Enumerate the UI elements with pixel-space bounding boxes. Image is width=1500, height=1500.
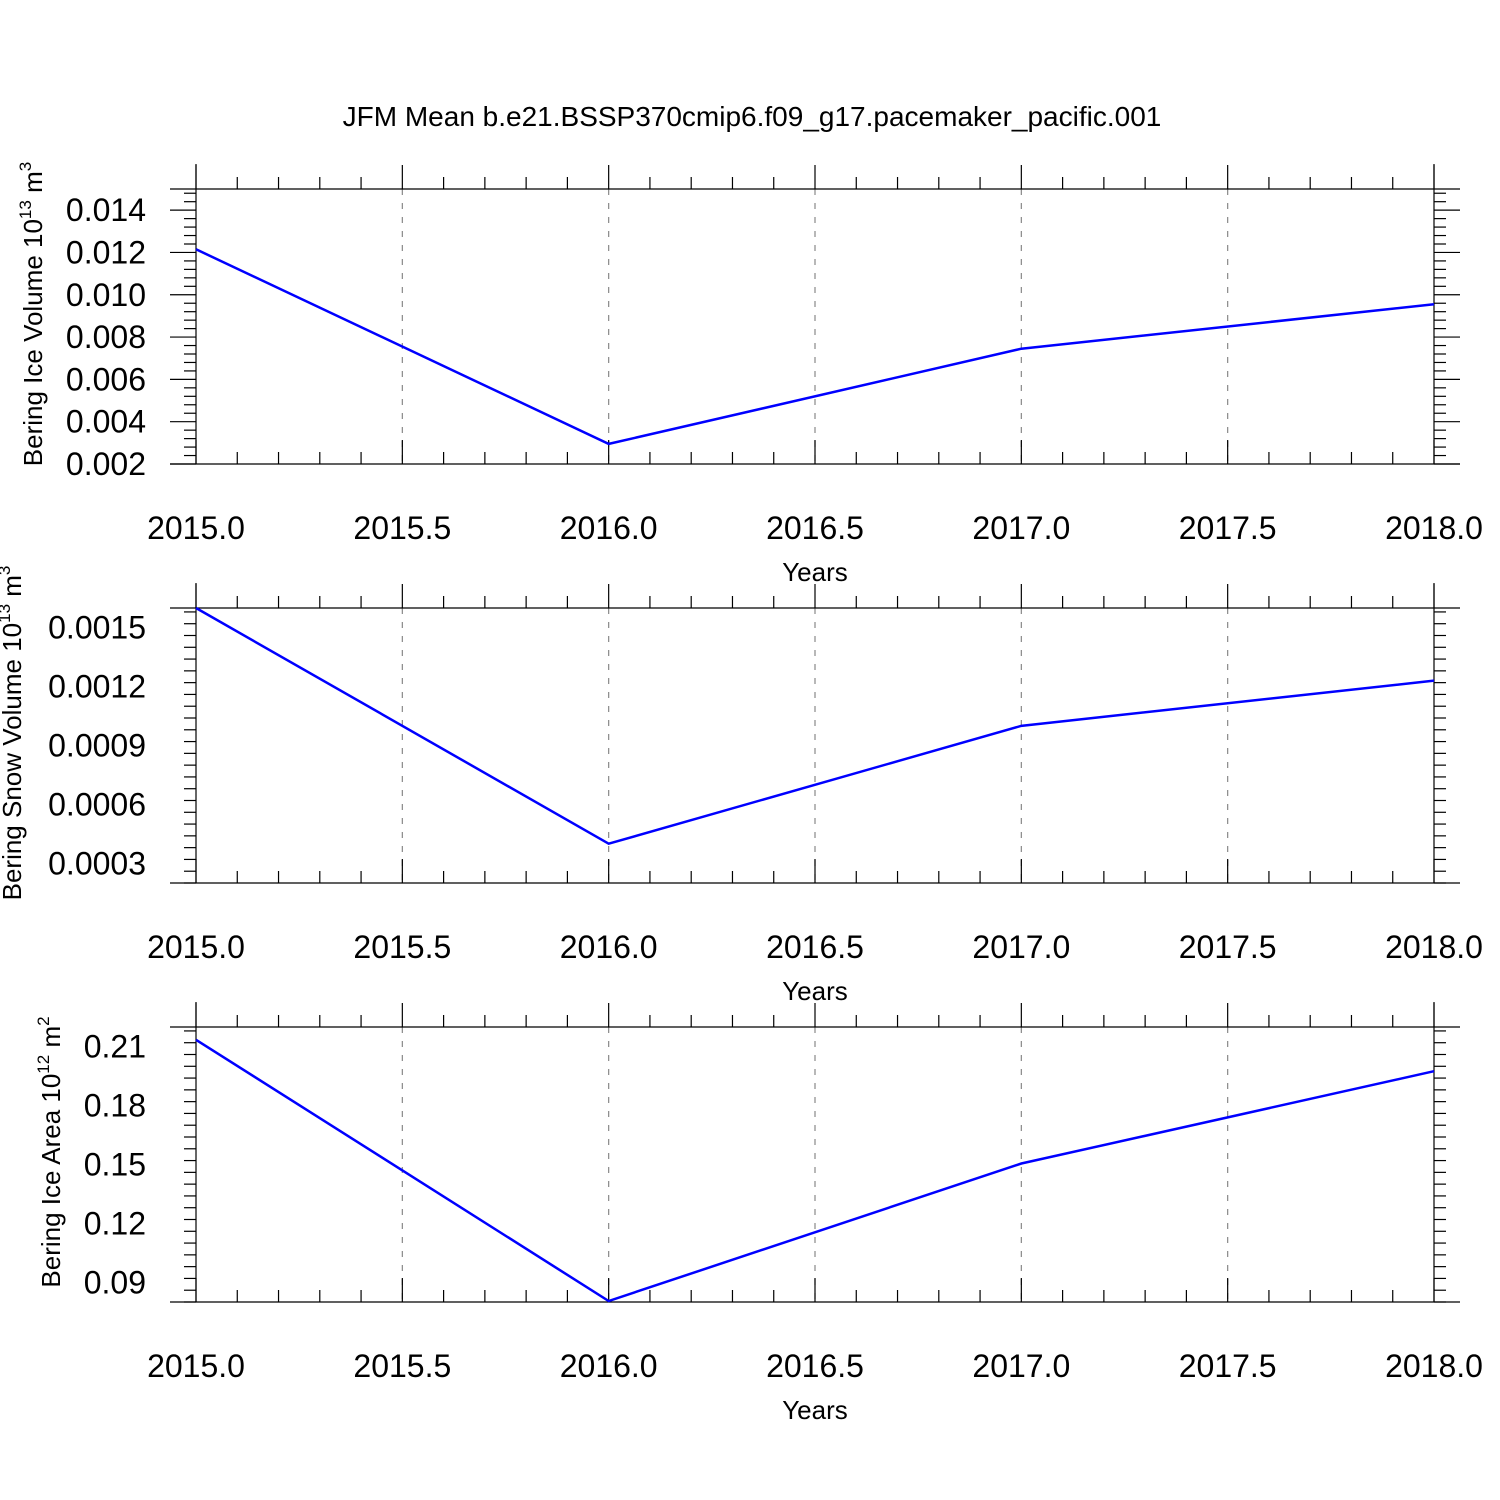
series-line — [195, 606, 1435, 846]
x-tick-label: 2016.5 — [766, 510, 864, 546]
x-tick-label: 2015.0 — [147, 1348, 245, 1384]
y-tick-label: 0.0012 — [48, 669, 146, 705]
chart-panel-3: 0.09 0.12 0.15 0.18 0.21 2015.0 2015.5 2016.0 20… — [34, 1002, 1483, 1425]
panels: 0.002 0.004 0.006 0.008 0.010 0.012 0.014 2015.… — [0, 162, 1483, 1425]
y-axis-title: Bering Ice Volume 1013 m3 — [16, 162, 48, 466]
y-axis-title-exponent: 12 — [34, 1055, 53, 1074]
y-axis-title-unit-exponent: 3 — [16, 162, 35, 171]
y-tick-label: 0.014 — [66, 192, 146, 228]
x-tick-label: 2015.5 — [353, 1348, 451, 1384]
y-axis-title-unit: m — [36, 1026, 66, 1055]
y-tick-label: 0.15 — [84, 1147, 146, 1183]
x-tick-label: 2017.0 — [972, 929, 1070, 965]
series-line — [195, 248, 1435, 446]
x-tick-label: 2018.0 — [1385, 1348, 1483, 1384]
y-tick-label: 0.09 — [84, 1264, 146, 1300]
y-axis-title-unit-exponent: 2 — [34, 1016, 53, 1025]
y-tick-label: 0.008 — [66, 319, 146, 355]
x-tick-label: 2015.0 — [147, 929, 245, 965]
chart-panel-2: 0.0003 0.0006 0.0009 0.0012 0.0015 2015.0 2015… — [0, 566, 1483, 1006]
x-tick-label: 2017.0 — [972, 1348, 1070, 1384]
y-axis-title: Bering Snow Volume 1013 m3 — [0, 566, 27, 901]
y-axis-title-unit-exponent: 3 — [0, 566, 14, 575]
y-axis-title-text: Bering Ice Volume 10 — [18, 219, 48, 466]
x-tick-label: 2016.0 — [560, 1348, 658, 1384]
y-axis-title-exponent: 13 — [16, 200, 35, 219]
x-tick-label: 2015.5 — [353, 929, 451, 965]
y-axis-title-exponent: 13 — [0, 604, 14, 623]
y-tick-label: 0.010 — [66, 277, 146, 313]
x-tick-label: 2018.0 — [1385, 929, 1483, 965]
x-tick-label: 2015.5 — [353, 510, 451, 546]
y-tick-label: 0.0015 — [48, 610, 146, 646]
x-tick-label: 2015.0 — [147, 510, 245, 546]
x-axis-title: Years — [782, 1395, 848, 1425]
x-tick-label: 2017.5 — [1179, 1348, 1277, 1384]
y-tick-label: 0.006 — [66, 361, 146, 397]
series-line — [195, 1038, 1435, 1303]
figure-title: JFM Mean b.e21.BSSP370cmip6.f09_g17.pace… — [343, 101, 1162, 132]
y-tick-label: 0.18 — [84, 1088, 146, 1124]
x-tick-label: 2017.0 — [972, 510, 1070, 546]
y-axis-title-text: Bering Snow Volume 10 — [0, 623, 27, 901]
y-tick-label: 0.0006 — [48, 786, 146, 822]
y-tick-label: 0.21 — [84, 1029, 146, 1065]
x-tick-label: 2018.0 — [1385, 510, 1483, 546]
y-axis-title-unit: m — [18, 171, 48, 200]
y-axis-title-unit: m — [0, 575, 27, 604]
y-tick-label: 0.0003 — [48, 845, 146, 881]
x-tick-label: 2016.5 — [766, 929, 864, 965]
x-tick-label: 2016.0 — [560, 510, 658, 546]
x-tick-label: 2017.5 — [1179, 510, 1277, 546]
y-tick-label: 0.004 — [66, 404, 146, 440]
y-tick-label: 0.12 — [84, 1205, 146, 1241]
y-tick-label: 0.002 — [66, 446, 146, 482]
x-axis-title: Years — [782, 557, 848, 587]
y-tick-label: 0.012 — [66, 234, 146, 270]
x-tick-label: 2016.5 — [766, 1348, 864, 1384]
x-tick-label: 2016.0 — [560, 929, 658, 965]
y-tick-label: 0.0009 — [48, 728, 146, 764]
y-axis-title: Bering Ice Area 1012 m2 — [34, 1016, 66, 1287]
x-axis-title: Years — [782, 976, 848, 1006]
y-axis-title-text: Bering Ice Area 10 — [36, 1074, 66, 1288]
x-tick-label: 2017.5 — [1179, 929, 1277, 965]
chart-panel-1: 0.002 0.004 0.006 0.008 0.010 0.012 0.014 2015.… — [16, 162, 1483, 587]
